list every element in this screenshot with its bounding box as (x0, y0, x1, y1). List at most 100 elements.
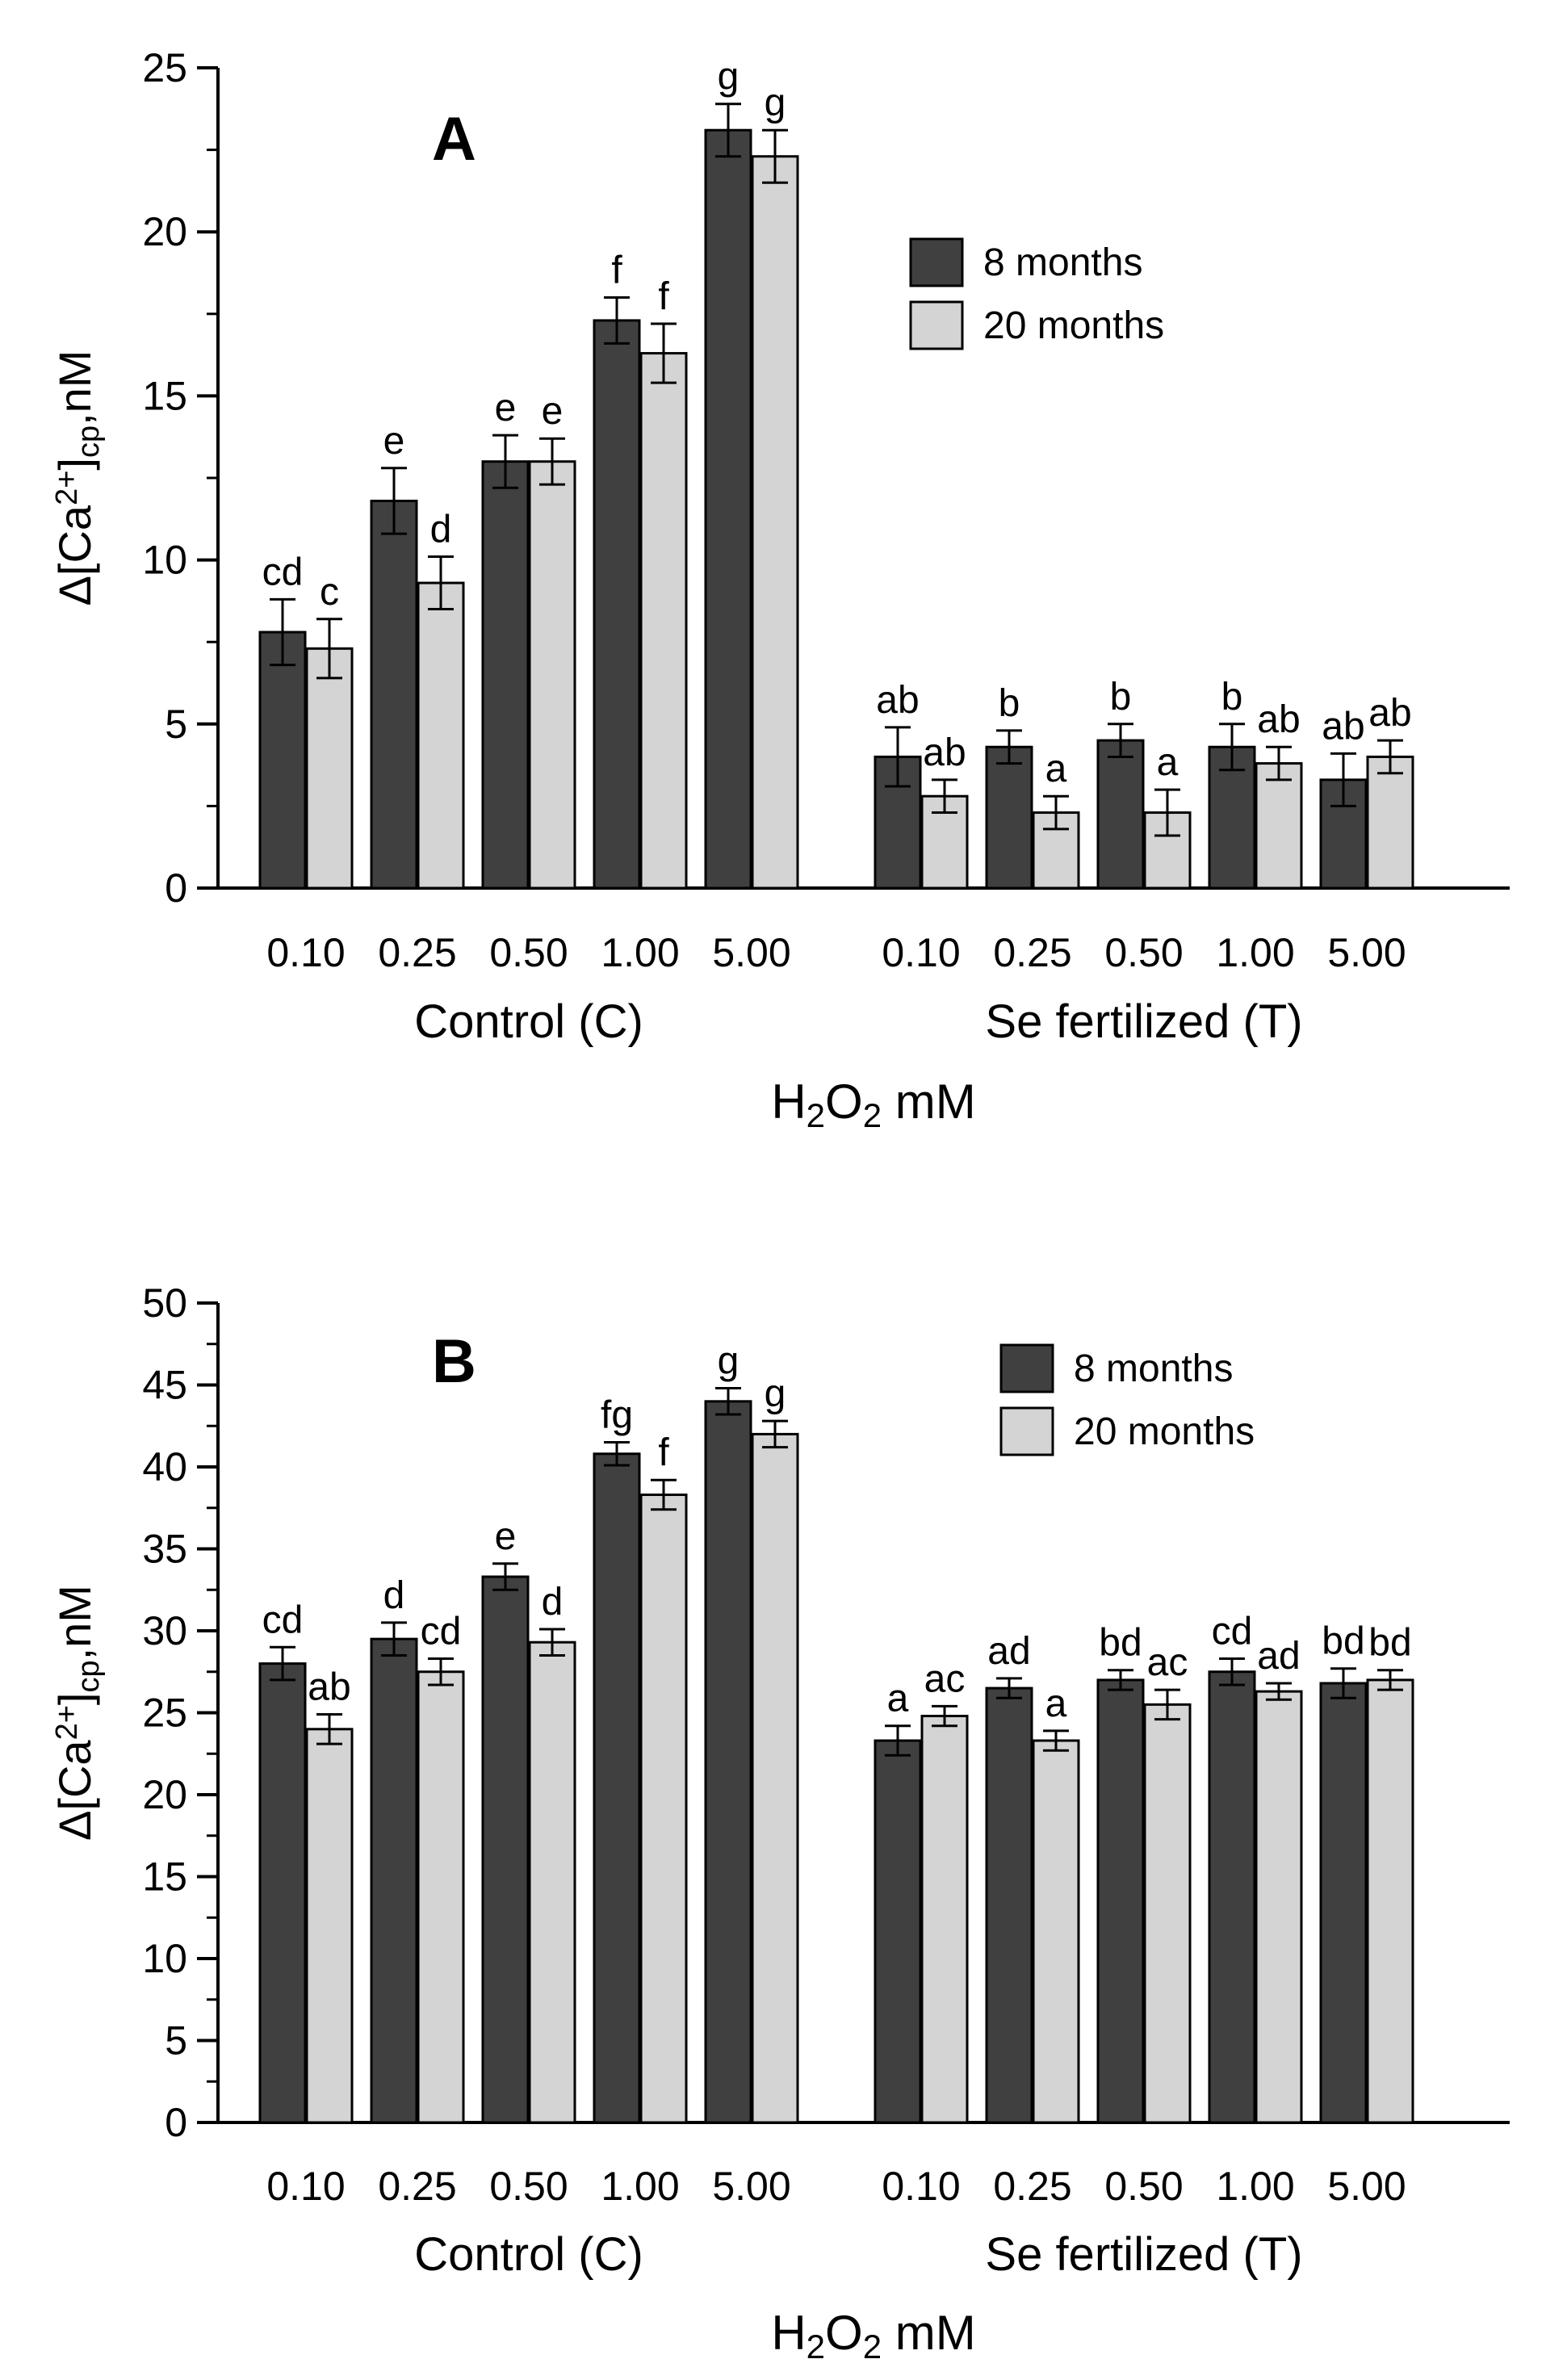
significance-label: fg (601, 1394, 633, 1437)
panel-letter: B (432, 1327, 476, 1396)
significance-label: bd (1099, 1622, 1142, 1665)
bar-8-months (704, 1400, 752, 2124)
significance-label: ab (876, 679, 919, 722)
y-tick-label: 20 (142, 209, 187, 254)
bar-20-months (751, 1432, 799, 2124)
legend-label: 8 months (983, 241, 1142, 284)
legend-swatch (909, 237, 964, 287)
significance-label: g (718, 1340, 740, 1383)
legend-swatch (999, 1343, 1054, 1393)
bar-20-months (1143, 1703, 1192, 2124)
x-tick-label: 0.25 (993, 930, 1071, 975)
significance-label: d (542, 1581, 564, 1624)
bar-20-months (639, 1494, 688, 2124)
bar-20-months (1366, 1678, 1414, 2124)
bar-8-months (985, 745, 1033, 890)
significance-label: cd (1212, 1611, 1253, 1653)
x-axis-label: H2O2 mM (771, 1075, 975, 1134)
y-tick-label: 50 (142, 1280, 187, 1326)
legend-label: 20 months (983, 304, 1164, 347)
bar-8-months (593, 1452, 641, 2124)
group-label: Se fertilized (T) (985, 995, 1302, 1048)
significance-label: cd (262, 551, 304, 593)
significance-label: b (1221, 676, 1243, 719)
significance-label: a (1157, 741, 1179, 784)
bar-8-months (481, 1575, 530, 2124)
group-label: Control (C) (414, 2228, 643, 2281)
y-tick-label: 15 (142, 373, 187, 418)
group-label: Control (C) (414, 995, 643, 1048)
y-tick-label: 30 (142, 1608, 187, 1653)
x-tick-label: 0.50 (1104, 2164, 1183, 2209)
bar-8-months (370, 1637, 418, 2124)
significance-label: ab (1322, 705, 1364, 748)
significance-label: cd (262, 1599, 304, 1641)
bar-20-months (1366, 755, 1414, 890)
significance-label: ac (924, 1657, 966, 1700)
x-tick-label: 5.00 (712, 2164, 790, 2209)
bar-20-months (751, 155, 799, 890)
bar-20-months (417, 1670, 465, 2124)
bar-20-months (639, 352, 688, 890)
group-label: Se fertilized (T) (985, 2228, 1302, 2281)
y-tick-label: 15 (142, 1854, 187, 1900)
x-axis-label: H2O2 mM (771, 2306, 975, 2365)
x-tick-label: 1.00 (1216, 2164, 1294, 2209)
x-tick-label: 5.00 (1327, 2164, 1406, 2209)
significance-label: bd (1322, 1620, 1364, 1663)
bar-8-months (1096, 739, 1145, 890)
x-tick-label: 5.00 (712, 930, 790, 975)
x-tick-label: 0.10 (266, 2164, 345, 2209)
bar-20-months (920, 1715, 969, 2124)
x-tick-label: 1.00 (601, 2164, 679, 2209)
y-tick-label: 40 (142, 1444, 187, 1490)
significance-label: a (887, 1678, 909, 1720)
x-tick-label: 0.25 (378, 930, 456, 975)
significance-label: ab (923, 731, 966, 774)
bar-8-months (1319, 1682, 1368, 2124)
y-axis-label: Δ[Ca2+]cp,nM (49, 1585, 106, 1841)
bar-20-months (305, 647, 354, 890)
significance-label: bd (1368, 1622, 1411, 1665)
y-tick-label: 5 (165, 702, 187, 747)
significance-label: g (765, 1372, 786, 1415)
significance-label: ab (1368, 692, 1411, 735)
x-tick-label: 0.10 (882, 2164, 960, 2209)
significance-label: f (658, 1431, 669, 1474)
panel-letter: A (432, 105, 476, 174)
x-tick-label: 0.25 (378, 2164, 456, 2209)
legend-label: 20 months (1074, 1410, 1255, 1453)
bar-8-months (874, 1739, 922, 2124)
bar-8-months (593, 319, 641, 890)
significance-label: d (383, 1574, 405, 1617)
y-tick-label: 45 (142, 1363, 187, 1408)
significance-label: g (765, 82, 786, 124)
significance-label: ac (1147, 1641, 1188, 1684)
bar-20-months (305, 1728, 354, 2124)
significance-label: ad (1257, 1635, 1300, 1678)
y-tick-label: 20 (142, 1772, 187, 1817)
bar-20-months (528, 1640, 576, 2124)
significance-label: f (658, 275, 669, 318)
y-tick-label: 10 (142, 538, 187, 583)
bar-8-months (258, 631, 307, 890)
significance-label: f (611, 249, 622, 291)
x-tick-label: 0.50 (1104, 930, 1183, 975)
significance-label: ad (987, 1630, 1030, 1673)
x-tick-label: 0.50 (489, 2164, 568, 2209)
significance-label: b (999, 682, 1020, 725)
x-tick-label: 0.10 (266, 930, 345, 975)
bar-20-months (417, 581, 465, 890)
y-tick-label: 25 (142, 45, 187, 90)
significance-label: ab (1257, 698, 1300, 741)
significance-label: a (1045, 748, 1067, 790)
bar-8-months (704, 128, 752, 890)
x-tick-label: 0.10 (882, 930, 960, 975)
bar-8-months (1208, 1670, 1256, 2124)
significance-label: d (430, 509, 452, 551)
bar-20-months (1255, 1690, 1303, 2124)
y-tick-label: 10 (142, 1936, 187, 1981)
y-axis-label: Δ[Ca2+]cp,nM (49, 350, 106, 606)
